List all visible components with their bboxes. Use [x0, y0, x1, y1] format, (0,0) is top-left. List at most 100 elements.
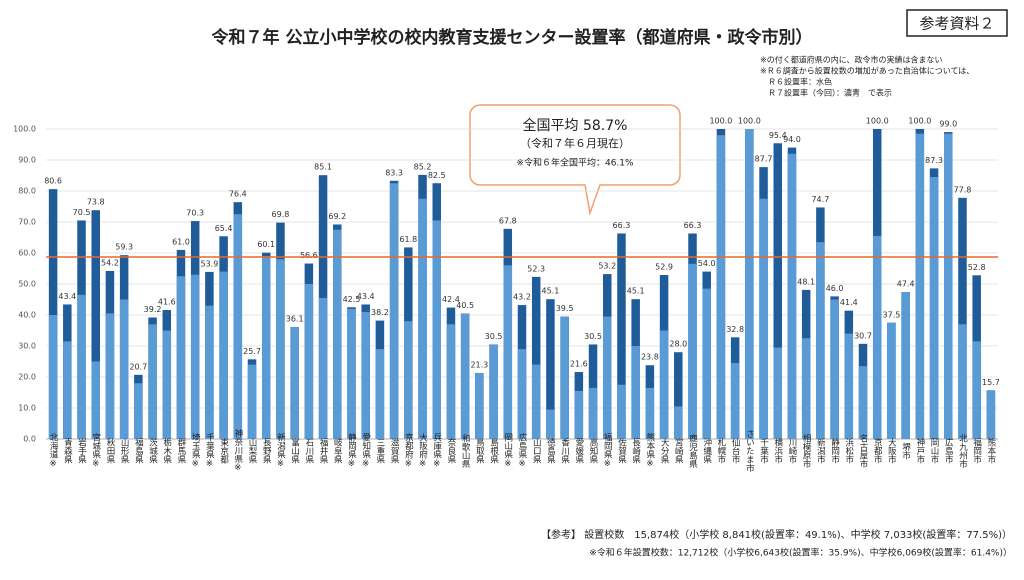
chart-title: 令和７年 公立小中学校の校内教育支援センター設置率（都道府県・政令市別） [212, 27, 813, 48]
bar-r6 [745, 129, 754, 439]
value-label: 42.4 [442, 295, 460, 304]
x-tick-label: 札幌市 [716, 438, 726, 465]
value-label: 85.2 [414, 162, 432, 171]
x-tick-label: 岡山県※ [503, 433, 513, 469]
bar-r6 [375, 349, 385, 439]
x-tick-label: 秋田県 [105, 438, 115, 465]
value-label: 30.7 [854, 331, 872, 340]
value-label: 87.7 [755, 155, 773, 164]
value-label: 67.8 [499, 216, 517, 225]
bar-r6 [730, 363, 740, 439]
bar-r6 [247, 364, 257, 439]
bar-r7 [958, 197, 967, 439]
value-label: 87.3 [925, 156, 943, 165]
value-label: 30.5 [584, 332, 602, 341]
bar-r6 [290, 327, 299, 439]
bar-r6 [134, 383, 143, 439]
bar-r6 [816, 242, 825, 439]
bar-r6 [830, 299, 839, 439]
value-label: 25.7 [243, 347, 261, 356]
value-label: 30.5 [485, 332, 503, 341]
value-label: 54.0 [698, 259, 716, 268]
bar-r6 [503, 265, 513, 439]
x-tick-label: 大分県 [659, 438, 669, 465]
x-tick-label: 東京都 [219, 438, 229, 465]
badge: 参考資料２ [919, 15, 994, 33]
value-label: 94.0 [783, 135, 801, 144]
value-label: 43.4 [357, 292, 375, 301]
bar-r6 [773, 347, 783, 439]
x-tick-label: 香川県 [560, 438, 570, 465]
callout-note: ※令和６年全国平均：46.1% [516, 157, 634, 169]
x-tick-label: 宮崎県 [673, 438, 683, 465]
value-label: 52.3 [527, 264, 545, 273]
bar-r6 [489, 344, 498, 439]
bar-r6 [261, 256, 271, 439]
bar-r7 [546, 299, 555, 439]
bar-r6 [986, 390, 996, 439]
x-tick-label: 栃木県 [162, 438, 172, 465]
x-tick-label: 北九州市 [957, 434, 967, 469]
x-tick-label: 和歌山県 [460, 434, 470, 469]
x-tick-label: 鹿児島県 [688, 433, 698, 469]
note: ※の付く都道府県の内に、政令市の実績は含まない [760, 55, 942, 65]
x-tick-label: 山形県 [119, 438, 129, 465]
y-tick-label: 60.0 [18, 249, 36, 258]
bar-r6 [418, 198, 427, 439]
bar-r6 [517, 349, 527, 439]
bar-r7 [617, 233, 626, 439]
bar-r6 [844, 333, 854, 439]
x-tick-label: 千葉市 [759, 438, 769, 465]
x-tick-label: 石川県 [304, 438, 314, 464]
x-tick-label: 島根県 [489, 438, 499, 465]
x-tick-label: 新潟県※ [275, 433, 285, 469]
value-label: 53.2 [598, 262, 616, 271]
value-label: 70.5 [73, 208, 91, 217]
y-tick-label: 40.0 [18, 311, 36, 320]
x-tick-label: 京都府※ [403, 433, 413, 469]
bar-r6 [574, 390, 584, 439]
value-label: 61.0 [172, 237, 190, 246]
value-label: 20.7 [129, 362, 147, 371]
callout-box [469, 104, 681, 216]
bar-r6 [318, 297, 328, 439]
value-label: 23.8 [641, 353, 659, 362]
x-tick-label: 神戸市 [915, 438, 925, 465]
value-label: 46.0 [826, 284, 844, 293]
x-tick-label: 静岡県※ [346, 433, 356, 469]
x-tick-label: 徳島県 [545, 438, 555, 465]
bar-r6 [759, 198, 768, 439]
value-label: 15.7 [982, 378, 1000, 387]
bar-r6 [91, 361, 100, 439]
x-tick-label: 奈良県 [446, 438, 456, 465]
value-label: 80.6 [44, 177, 62, 186]
value-label: 77.8 [954, 185, 972, 194]
footer: ※令和６年設置校数：12,712校（小学校6,643校(設置率：35.9%)、中… [589, 547, 1012, 559]
value-label: 65.4 [215, 224, 233, 233]
y-tick-label: 20.0 [18, 373, 36, 382]
x-tick-label: 岐阜県 [332, 438, 342, 465]
x-tick-label: 山梨県 [247, 438, 257, 465]
value-label: 21.6 [570, 360, 588, 369]
x-tick-label: 沖縄県 [702, 438, 712, 465]
value-label: 66.3 [684, 221, 702, 230]
bar-r6 [176, 276, 186, 439]
value-label: 41.6 [158, 298, 176, 307]
x-tick-label: 山口県 [531, 438, 541, 465]
bar-r6 [688, 263, 697, 439]
x-tick-label: 滋賀県 [389, 438, 399, 465]
value-label: 21.3 [470, 360, 488, 369]
x-tick-label: 北海道※ [48, 433, 58, 469]
value-label: 54.2 [101, 258, 119, 267]
x-tick-label: 相模原市 [801, 433, 811, 469]
value-label: 82.5 [428, 171, 446, 180]
value-label: 53.9 [200, 259, 218, 268]
value-label: 36.1 [286, 315, 304, 324]
x-tick-label: 富山県 [290, 438, 300, 465]
note: ※Ｒ６調査から設置校数の増加があった自治体については、 [760, 66, 974, 76]
x-tick-label: 京都市 [872, 438, 882, 465]
x-tick-label: 青森県 [62, 438, 72, 465]
x-tick-label: 兵庫県※ [432, 433, 442, 469]
x-tick-label: 熊本市 [986, 438, 996, 465]
bar-r6 [105, 313, 115, 439]
